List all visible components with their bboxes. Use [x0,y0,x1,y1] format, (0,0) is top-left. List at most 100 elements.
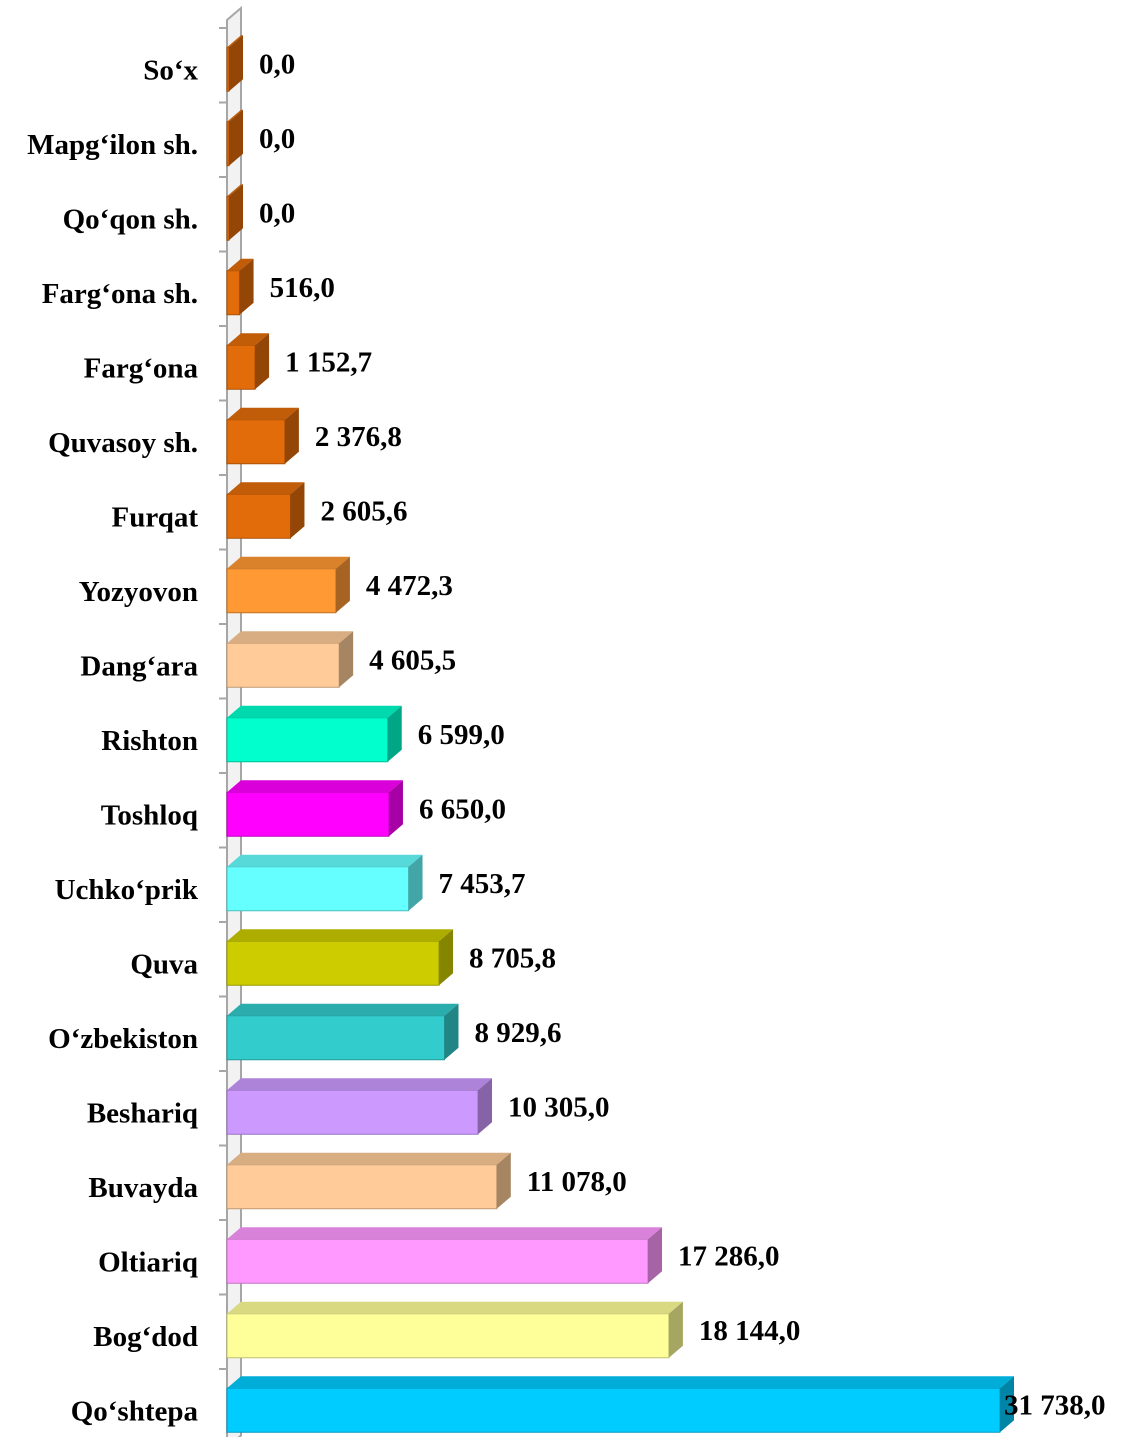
bar-top [227,258,254,271]
value-label: 2 376,8 [315,421,402,453]
bar [226,1376,1014,1433]
value-label: 8 929,6 [474,1017,561,1049]
bar-front [226,493,291,539]
bar [226,556,350,614]
bar [226,109,243,167]
category-label: Bog‘dod [93,1321,198,1353]
bar-side [335,556,350,613]
value-label: 0,0 [259,197,295,229]
bar-front [226,791,390,837]
bar-front [226,419,286,465]
bar-front [226,642,340,688]
bar [226,854,423,912]
bars-layer [226,35,1014,1433]
value-label: 7 453,7 [439,868,526,900]
bar-top [227,929,454,942]
category-label: Dang‘ara [80,650,198,682]
value-label: 516,0 [270,272,335,304]
category-label: Beshariq [87,1097,198,1129]
category-label: Quva [130,948,198,980]
bar-side [496,1152,511,1209]
bar-top [227,482,305,495]
value-label: 17 286,0 [678,1240,780,1272]
value-label: 4 472,3 [366,570,453,602]
bar-side [1000,1376,1014,1433]
bar [226,482,305,539]
bar-top [227,1301,683,1314]
bar-side [408,854,423,911]
bar-front [226,121,230,167]
bar [226,780,403,837]
value-label: 8 705,8 [469,942,556,974]
category-label: Toshloq [101,799,198,831]
bar-front [226,717,389,763]
bar-front [226,195,230,241]
bar-side [239,258,254,315]
bar [226,1003,459,1061]
bar-top [227,854,423,867]
bar-side [255,333,270,390]
value-label: 11 078,0 [527,1166,627,1198]
bar [226,333,270,390]
bar-top [227,780,403,793]
category-label: Qo‘shtepa [71,1395,199,1427]
value-label: 4 605,5 [369,644,456,676]
bar-side [387,705,402,762]
bar-top [227,1078,492,1091]
bar-front [226,1164,498,1210]
value-label: 0,0 [259,48,295,80]
bar-top [227,109,243,122]
value-label: 2 605,6 [320,495,407,527]
bar-front [226,1313,670,1359]
value-label: 0,0 [259,123,295,155]
bar [226,1152,511,1210]
bar-top [227,1227,663,1240]
bar-top [227,184,243,197]
bar [226,184,243,241]
bar-front [226,1387,1001,1433]
value-label: 31 738,0 [1004,1389,1106,1421]
bar-side [339,631,354,688]
bar-side [444,1003,459,1060]
value-label: 10 305,0 [508,1091,610,1123]
bar-top [227,35,243,48]
bar-front [226,344,256,390]
bar [226,1227,663,1284]
bar-top [227,1152,511,1165]
bar-side [648,1227,663,1284]
category-label: So‘x [143,54,198,86]
bar-side [477,1078,492,1135]
bar-top [227,705,402,718]
category-label: Oltiariq [98,1246,198,1278]
bar-top [227,407,299,420]
bar [226,35,243,92]
category-label: Rishton [101,725,198,757]
bar-front [226,270,241,316]
bar-front [226,1238,649,1284]
bar [226,929,454,986]
category-label: Farg‘ona [84,352,199,384]
bar-front [226,866,410,912]
bar-top [227,1376,1014,1389]
category-label: Quvasoy sh. [48,427,198,459]
value-label: 18 144,0 [699,1315,801,1347]
category-label: Yozyovon [79,576,198,608]
value-label: 6 650,0 [419,793,506,825]
value-label: 1 152,7 [285,346,372,378]
category-label: O‘zbekiston [48,1023,198,1055]
bar-top [227,556,350,569]
bar [226,1078,492,1135]
bar-side [290,482,305,539]
value-label: 6 599,0 [418,719,505,751]
bar [226,705,402,763]
bar [226,631,354,688]
category-label: Uchko‘prik [55,874,199,906]
bar-side [229,35,243,92]
bar-side [388,780,403,837]
category-label: Furqat [112,501,199,533]
bar-side [439,929,454,986]
bar [226,1301,683,1359]
bar-front [226,568,337,614]
bar-top [227,631,354,644]
